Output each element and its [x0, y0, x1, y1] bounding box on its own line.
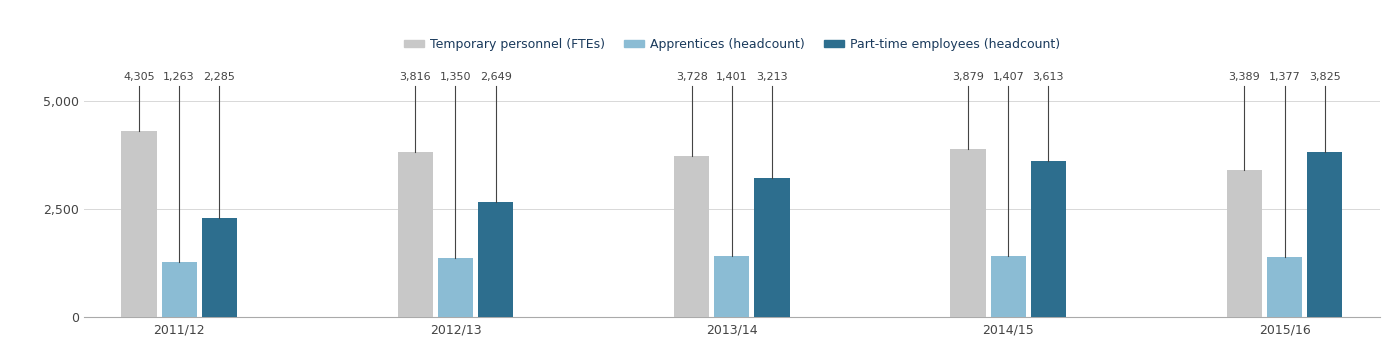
Text: 1,377: 1,377	[1269, 72, 1301, 82]
Bar	[991, 256, 1026, 317]
Legend: Temporary personnel (FTEs), Apprentices (headcount), Part-time employees (headco: Temporary personnel (FTEs), Apprentices …	[404, 38, 1059, 51]
Text: 1,407: 1,407	[993, 72, 1025, 82]
Text: 3,879: 3,879	[952, 72, 984, 82]
Bar	[1308, 152, 1342, 317]
Bar	[951, 149, 986, 317]
Bar	[397, 152, 434, 317]
Text: 3,728: 3,728	[676, 72, 708, 82]
Text: 1,263: 1,263	[163, 72, 195, 82]
Text: 2,285: 2,285	[204, 72, 236, 82]
Bar	[675, 156, 710, 317]
Text: 3,213: 3,213	[756, 72, 788, 82]
Bar	[438, 258, 473, 317]
Bar	[121, 131, 156, 317]
Bar	[162, 262, 197, 317]
Bar	[1227, 170, 1262, 317]
Text: 1,401: 1,401	[717, 72, 747, 82]
Text: 4,305: 4,305	[123, 72, 155, 82]
Bar	[202, 218, 237, 317]
Bar	[1030, 161, 1066, 317]
Bar	[478, 202, 513, 317]
Text: 3,389: 3,389	[1228, 72, 1260, 82]
Text: 3,816: 3,816	[400, 72, 431, 82]
Text: 3,613: 3,613	[1033, 72, 1064, 82]
Text: 3,825: 3,825	[1309, 72, 1341, 82]
Bar	[714, 256, 750, 317]
Text: 1,350: 1,350	[439, 72, 471, 82]
Bar	[754, 178, 789, 317]
Text: 2,649: 2,649	[480, 72, 512, 82]
Bar	[1267, 257, 1302, 317]
